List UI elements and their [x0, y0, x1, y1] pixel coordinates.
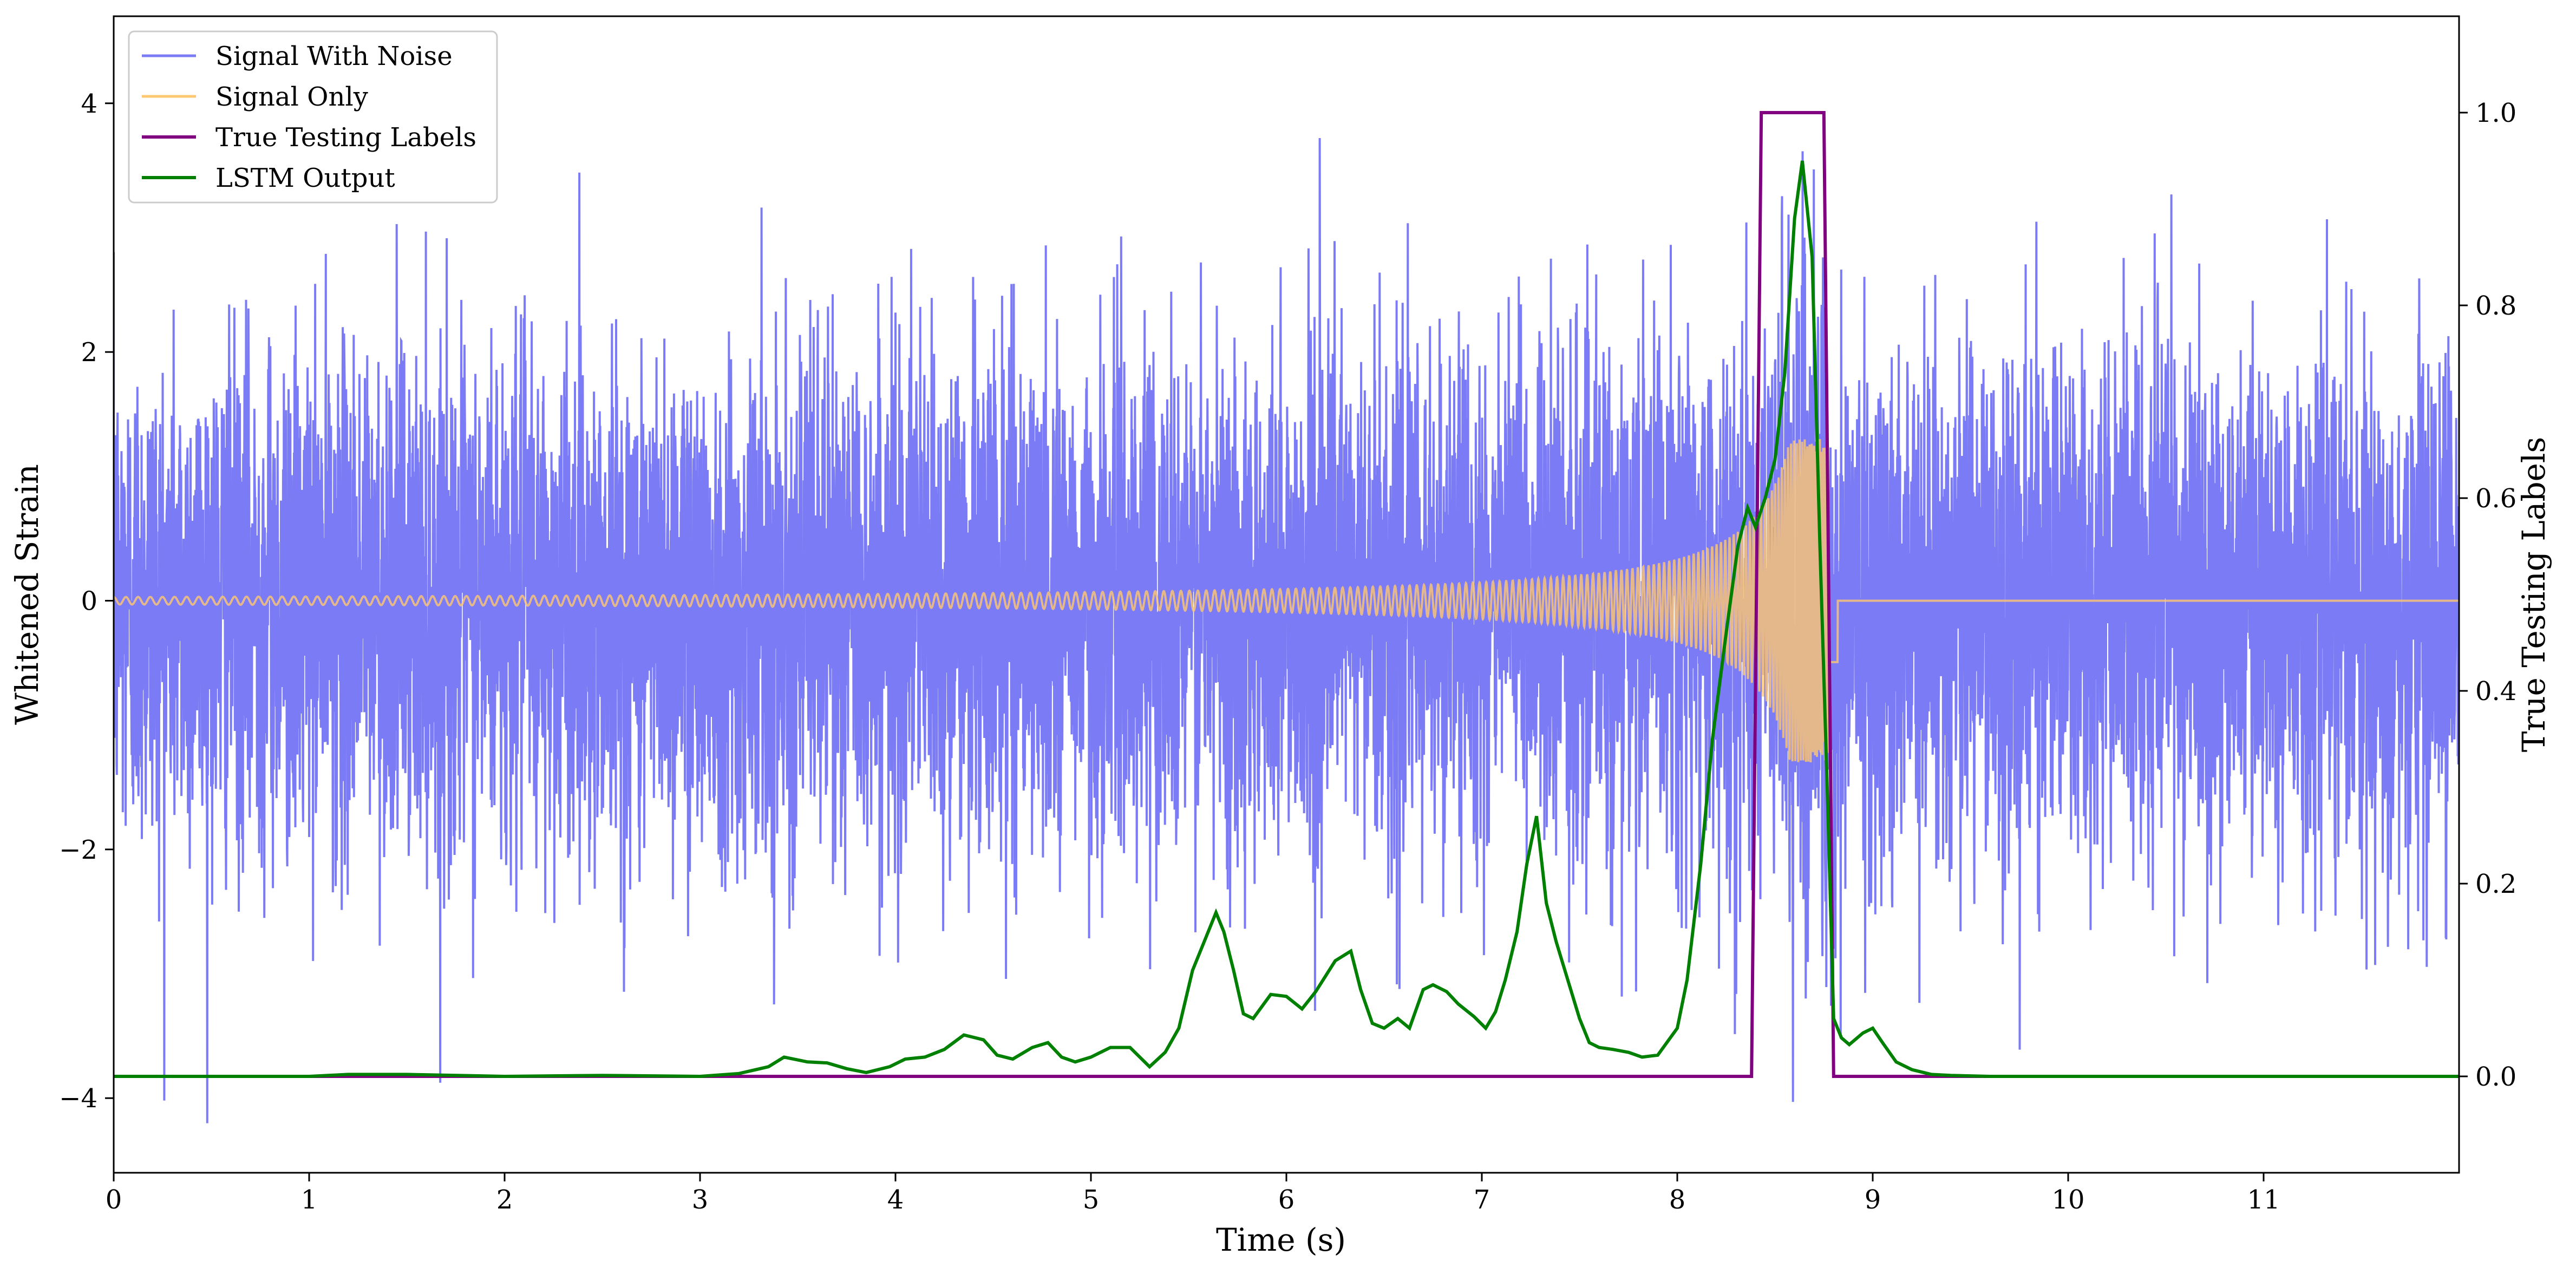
x-tick-label: 11 — [2247, 1185, 2280, 1215]
y-tick-label-right: 0.8 — [2475, 291, 2516, 321]
x-tick-label: 5 — [1083, 1185, 1100, 1215]
legend: Signal With Noise Signal Only True Testi… — [128, 30, 498, 204]
legend-label-signal-only: Signal Only — [215, 82, 368, 112]
x-tick-label: 2 — [496, 1185, 513, 1215]
x-tick-label: 0 — [106, 1185, 122, 1215]
y-tick-label-left: −4 — [59, 1083, 97, 1114]
y-tick-label-right: 0.4 — [2475, 676, 2516, 707]
axes: 0 1 2 3 4 5 6 7 8 9 10 11 −4 −2 0 2 4 0.0 0.2 0.4 0.6 0.8 1.0 — [59, 89, 2516, 1215]
series-signal-with-noise — [114, 138, 2459, 1123]
legend-box — [128, 30, 498, 204]
y-tick-label-left: 2 — [81, 337, 97, 368]
plot-area — [114, 111, 2459, 1123]
x-tick-label: 10 — [2051, 1185, 2084, 1215]
y-tick-label-left: −2 — [59, 835, 97, 865]
x-axis-title: Time (s) — [1216, 1221, 1346, 1258]
x-tick-label: 8 — [1669, 1185, 1686, 1215]
x-tick-label: 1 — [301, 1185, 318, 1215]
y-tick-label-right: 0.6 — [2475, 484, 2516, 514]
x-tick-label: 3 — [692, 1185, 709, 1215]
y-tick-label-left: 4 — [81, 89, 97, 119]
x-tick-label: 9 — [1865, 1185, 1881, 1215]
x-tick-label: 4 — [887, 1185, 904, 1215]
x-tick-label: 6 — [1278, 1185, 1295, 1215]
y-axis-title-left: Whitened Strain — [9, 464, 45, 725]
y-tick-label-right: 0.0 — [2475, 1062, 2516, 1092]
legend-label-signal-with-noise: Signal With Noise — [215, 41, 453, 71]
y-tick-label-right: 1.0 — [2475, 98, 2516, 128]
series-signal-only — [114, 439, 2459, 763]
y-tick-label-right: 0.2 — [2475, 869, 2516, 899]
legend-label-lstm-output: LSTM Output — [215, 163, 395, 193]
series-lstm-output — [114, 160, 2459, 1079]
legend-label-true-testing-labels: True Testing Labels — [215, 122, 476, 153]
y-axis-title-right: True Testing Labels — [2515, 437, 2552, 752]
y-tick-label-left: 0 — [81, 586, 97, 616]
x-tick-label: 7 — [1474, 1185, 1490, 1215]
